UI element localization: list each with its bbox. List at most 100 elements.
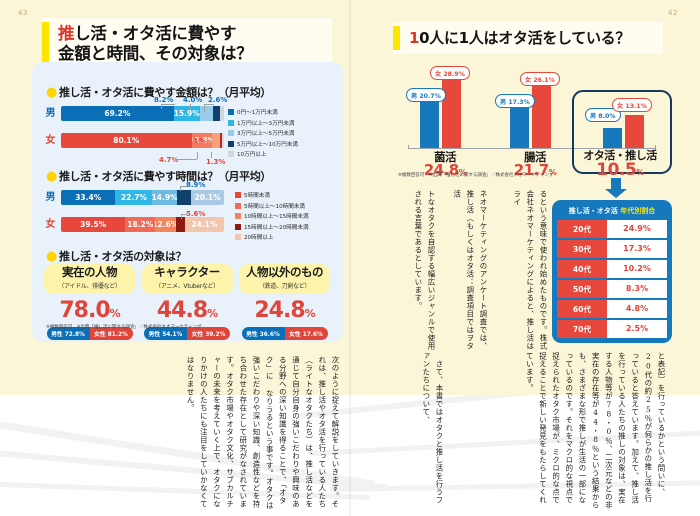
time-chart-bars: 男 33.4% 22.7% 14.9% 8.9% 20.1% 女 39.5% 1… <box>44 190 224 242</box>
time-bar-female: 女 39.5% 18.2% 12.6% 5.6% 24.1% <box>44 217 224 232</box>
bullet-icon: ● <box>46 85 57 100</box>
right-headline-banner: 10人に1人はオタ活をしている？ <box>393 22 663 54</box>
segment: 12.6% <box>155 217 176 232</box>
money-bar-male: 男 69.2% 15.9% 8.2% 4.0% 2.6% <box>44 106 224 121</box>
bar-label-female: 女 28.9% <box>430 66 470 80</box>
money-male-stack: 69.2% 15.9% 8.2% 4.0% 2.6% <box>61 106 224 121</box>
page-number-right: 42 <box>668 9 678 17</box>
legend-swatch-icon <box>235 234 241 240</box>
object-column: 実在の人物 （アイドル、俳優など） 78.0% 男性 72.8% 女性 81.2… <box>44 264 135 340</box>
segment: 15.9% <box>173 106 200 121</box>
right-body-column-5: るという意味で使われ始めたものです。株式会社ネオマーケティングによると、推し活は… <box>512 190 548 350</box>
segment: 4.0% <box>213 106 220 121</box>
legend-swatch-icon <box>235 202 241 209</box>
segment: 1.1% <box>220 133 222 148</box>
category-kinkatsu: 菌活 24.8% <box>423 150 467 180</box>
highlight-outline <box>572 90 672 174</box>
female-icon: 女 <box>45 219 56 230</box>
legend-item: 10時間以上〜15時間未満 <box>235 212 309 220</box>
time-callout-female-4: 5.6% <box>186 210 206 218</box>
money-callout-female-4: 1.1% <box>186 137 206 145</box>
segment: 39.5% <box>61 217 126 232</box>
bar-group-otakatsu <box>603 110 651 148</box>
headline-accent-char: 1 <box>409 28 420 47</box>
segment: 33.4% <box>61 190 116 205</box>
headline-line1: し活・オタ活に費やす <box>74 23 237 43</box>
bullet-icon: ● <box>46 249 57 264</box>
segment: 8.2% <box>199 106 214 121</box>
segment: 12.8% <box>191 133 213 148</box>
money-callout-female-3: 4.7% <box>159 156 179 164</box>
object-column: 人物以外のもの （鉄道、刀剣など） 24.8% 男性 36.6% 女性 17.6… <box>239 264 330 340</box>
segment: 24.1% <box>184 217 224 232</box>
legend-swatch-icon <box>228 130 234 136</box>
segment: 5.6% <box>175 217 185 232</box>
left-body-text: 次のように捉えて解説をしていきます。それは、推し活やオタ活を行っている人たち（ラ… <box>186 356 340 510</box>
money-callout-male-4: 4.0% <box>183 96 203 104</box>
down-arrow-icon <box>605 178 627 198</box>
right-body-column-1: トなオタクを自認する幅広いジャンルで使用される言葉であるとしています。 <box>413 190 436 350</box>
object-column: キャラクター （アニメ、Vtuberなど） 44.8% 男性 54.1% 女性 … <box>141 264 233 340</box>
legend-item: 5時間未満 <box>235 191 309 199</box>
segment: 2.6% <box>219 106 224 121</box>
page-number-left: 43 <box>18 9 28 17</box>
object-percent: 44.8% <box>156 297 218 323</box>
left-footnote: ※複数回答可 ※出典「推し活に関する調査」／株式会社ネオマーケティング <box>46 325 202 330</box>
table-row: 70代 2.5% <box>557 320 667 338</box>
age-table-header: 推し活・オタ活 年代別割合 <box>568 207 656 215</box>
chart-axis <box>408 148 656 149</box>
bar-group-kinkatsu <box>420 76 468 148</box>
time-callout-male-4: 8.9% <box>186 181 206 189</box>
legend-item: 5時間以上〜10時間未満 <box>235 202 309 210</box>
legend-swatch-icon <box>228 140 234 147</box>
legend-swatch-icon <box>235 192 241 198</box>
headline-accent-char: 推 <box>58 23 75 43</box>
segment: 80.1% <box>61 133 192 148</box>
left-headline-text: 推し活・オタ活に費やす 金額と時間、その対象は？ <box>58 23 253 64</box>
segment: 22.7% <box>115 190 153 205</box>
table-row: 30代 17.3% <box>557 240 667 258</box>
page-gutter <box>349 0 351 516</box>
bar-label-female: 女 26.1% <box>520 72 560 86</box>
left-headline-banner: 推し活・オタ活に費やす 金額と時間、その対象は？ <box>42 18 332 70</box>
bar-label-male: 男 17.3% <box>495 94 535 108</box>
legend-item: 3万円以上〜5万円未満 <box>228 129 298 137</box>
money-chart-title: ● 推し活・オタ活に費やす金額は？（月平均） <box>46 85 271 100</box>
object-columns: 実在の人物 （アイドル、俳優など） 78.0% 男性 72.8% 女性 81.2… <box>44 264 330 340</box>
legend-item: 0円〜1万円未満 <box>228 108 298 116</box>
time-bar-male: 男 33.4% 22.7% 14.9% 8.9% 20.1% <box>44 190 224 205</box>
legend-item: 15時間以上〜20時間未満 <box>235 223 309 231</box>
legend-item: 1万円以上〜3万円未満 <box>228 119 298 127</box>
male-icon: 男 <box>45 108 56 119</box>
segment: 14.9% <box>152 190 177 205</box>
bar-label-male: 男 20.7% <box>406 88 446 102</box>
category-chokatsu: 腸活 21.7% <box>513 150 557 180</box>
yellow-bar-accent <box>42 22 49 66</box>
object-label-box: 実在の人物 （アイドル、俳優など） <box>44 264 135 294</box>
money-bar-female: 女 80.1% 12.8% 4.7% 1.1% 1.3% <box>44 133 224 148</box>
male-icon: 男 <box>45 192 56 203</box>
category-otakatsu: オタ活・推し活 10.5% <box>583 149 657 180</box>
legend-swatch-icon <box>228 109 234 115</box>
money-chart-bars: 男 69.2% 15.9% 8.2% 4.0% 2.6% 女 80.1% 12.… <box>44 106 224 158</box>
segment: 1.3% <box>221 133 224 148</box>
legend-item: 5万円以上〜10万円未満 <box>228 140 298 148</box>
time-male-stack: 33.4% 22.7% 14.9% 8.9% 20.1% <box>61 190 224 205</box>
time-female-stack: 39.5% 18.2% 12.6% 5.6% 24.1% <box>61 217 224 232</box>
segment: 18.2% <box>125 217 156 232</box>
table-row: 20代 24.9% <box>557 220 667 238</box>
bar-group-chokatsu <box>510 84 558 148</box>
headline-line2: 金額と時間、その対象は？ <box>58 44 253 63</box>
bar-label-female: 女 13.1% <box>612 98 652 112</box>
segment: 4.7% <box>212 133 221 148</box>
money-female-stack: 80.1% 12.8% 4.7% 1.1% 1.3% <box>61 133 224 148</box>
table-row: 60代 4.8% <box>557 300 667 318</box>
right-footnote: ※複数回答可 ※出典「推し活に関する調査」／株式会社ネオマーケティング <box>398 173 554 178</box>
right-headline-text: 10人に1人はオタ活をしている？ <box>409 28 631 47</box>
legend-swatch-icon <box>228 119 234 126</box>
money-callout-male-5: 2.6% <box>208 96 228 104</box>
age-distribution-table: 推し活・オタ活 年代別割合 20代 24.9% 30代 17.3% 40代 10.2%… <box>552 200 672 343</box>
money-chart-legend: 0円〜1万円未満 1万円以上〜3万円未満 3万円以上〜5万円未満 5万円以上〜1… <box>228 108 298 161</box>
object-label-box: 人物以外のもの （鉄道、刀剣など） <box>239 264 330 294</box>
legend-swatch-icon <box>235 213 241 219</box>
